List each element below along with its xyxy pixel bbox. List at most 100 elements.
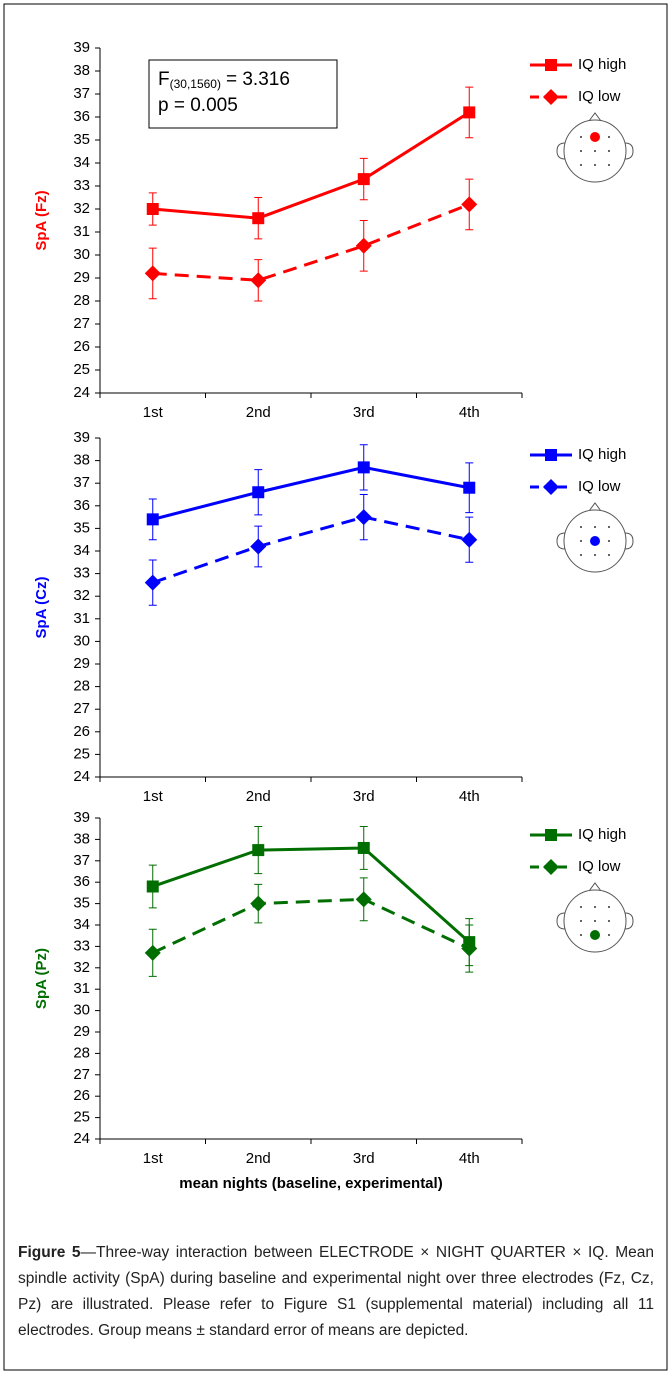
electrode [594,906,596,908]
x-tick-label: 4th [459,1150,480,1167]
legend-label: IQ high [578,826,626,843]
y-tick-label: 38 [73,452,90,469]
y-tick-label: 39 [73,39,90,56]
y-tick-label: 26 [73,1087,90,1104]
electrode [608,136,610,138]
electrode [608,920,610,922]
y-tick-label: 30 [73,632,90,649]
y-tick-label: 34 [73,154,90,171]
y-tick-label: 29 [73,269,90,286]
y-tick-label: 35 [73,131,90,148]
marker [356,509,372,525]
legend-label: IQ high [578,446,626,463]
marker [145,945,161,961]
y-tick-label: 35 [73,895,90,912]
series-line [153,517,470,583]
x-axis-label: mean nights (baseline, experimental) [179,1175,442,1192]
caption-text: —Three-way interaction between ELECTRODE… [18,1244,654,1339]
y-tick-label: 28 [73,292,90,309]
electrode [608,150,610,152]
electrode [580,136,582,138]
y-tick-label: 25 [73,1109,90,1126]
electrode [608,540,610,542]
y-tick-label: 25 [73,361,90,378]
legend-marker [545,59,557,71]
marker [145,575,161,591]
y-tick-label: 31 [73,980,90,997]
series-line [153,899,470,953]
electrode-highlight [590,536,600,546]
y-tick-label: 28 [73,1044,90,1061]
legend-marker [545,449,557,461]
legend-marker [543,479,559,495]
electrode-highlight [590,132,600,142]
caption-label: Figure 5 [18,1244,81,1261]
marker [461,196,477,212]
electrode [608,526,610,528]
x-tick-label: 4th [459,788,480,805]
y-tick-label: 33 [73,937,90,954]
marker [147,880,159,892]
y-tick-label: 24 [73,768,90,785]
legend-marker [545,829,557,841]
y-tick-label: 35 [73,519,90,536]
legend-marker [543,859,559,875]
y-tick-label: 29 [73,1023,90,1040]
y-tick-label: 30 [73,246,90,263]
electrode [594,164,596,166]
y-tick-label: 34 [73,916,90,933]
y-tick-label: 37 [73,474,90,491]
marker [358,461,370,473]
x-tick-label: 2nd [246,1150,271,1167]
y-tick-label: 31 [73,610,90,627]
legend-label: IQ low [578,88,621,105]
y-tick-label: 29 [73,655,90,672]
y-tick-label: 32 [73,959,90,976]
y-tick-label: 25 [73,745,90,762]
marker [252,844,264,856]
legend-label: IQ low [578,478,621,495]
electrode [608,164,610,166]
y-tick-label: 31 [73,223,90,240]
electrode [594,920,596,922]
x-tick-label: 3rd [353,788,375,805]
y-tick-label: 39 [73,429,90,446]
y-tick-label: 24 [73,384,90,401]
electrode [594,150,596,152]
marker [358,842,370,854]
x-tick-label: 1st [143,788,164,805]
y-tick-label: 27 [73,315,90,332]
marker [356,238,372,254]
marker [463,482,475,494]
marker [250,896,266,912]
x-tick-label: 3rd [353,404,375,421]
electrode [580,526,582,528]
legend-marker [543,89,559,105]
marker [358,173,370,185]
y-tick-label: 32 [73,200,90,217]
electrode [608,906,610,908]
marker [461,532,477,548]
y-tick-label: 36 [73,873,90,890]
x-tick-label: 1st [143,1150,164,1167]
electrode [580,540,582,542]
y-axis-label: SpA (Pz) [33,948,50,1009]
marker [250,272,266,288]
frame [4,4,667,1370]
x-tick-label: 3rd [353,1150,375,1167]
y-tick-label: 37 [73,852,90,869]
x-tick-label: 1st [143,404,164,421]
annotation-f: F [158,69,170,90]
electrode [580,554,582,556]
series-line [153,204,470,280]
figure: 24 25 26 27 28 29 30 31 32 33 34 35 36 37 38 39 1st 2nd 3r… [0,0,671,1374]
electrode [580,150,582,152]
y-tick-label: 30 [73,1002,90,1019]
y-tick-label: 24 [73,1130,90,1147]
y-tick-label: 32 [73,587,90,604]
y-tick-label: 33 [73,177,90,194]
y-tick-label: 34 [73,542,90,559]
y-tick-label: 36 [73,497,90,514]
series-line [153,467,470,519]
annotation-statistic: = 3.316 [226,69,290,90]
